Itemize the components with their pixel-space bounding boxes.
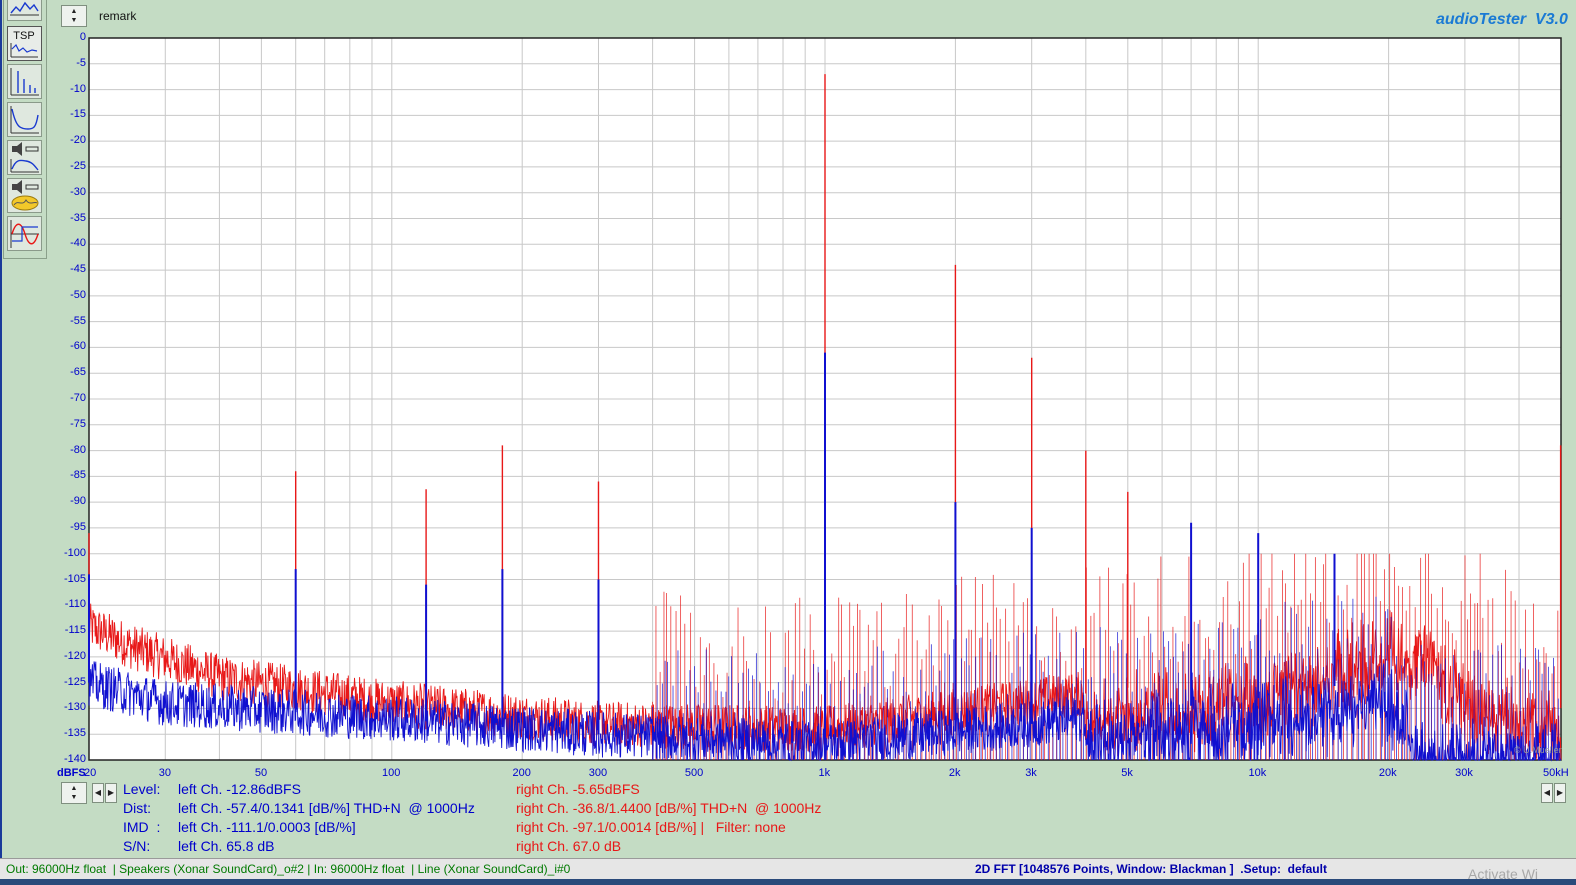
fft-spectrum-chart[interactable] [0,0,1576,790]
y-tick-label: -35 [70,211,86,224]
readings-spinner[interactable]: ▲ ▼ [61,782,87,804]
copyright-label: © U.Mueller [1514,745,1562,755]
imd-left-value: left Ch. -111.1/0.0003 [dB/%] [178,819,356,835]
y-tick-label: -65 [70,366,86,379]
tsp-label: TSP [13,30,34,42]
oscilloscope-mode-button[interactable] [7,216,42,251]
x-tick-label: 50kH [1543,767,1569,779]
sn-label: S/N: [123,838,151,854]
y-tick-label: -75 [70,417,86,430]
x-tick-label: 100 [382,767,401,779]
speaker-impedance-icon [11,180,39,211]
y-tick-label: -55 [70,314,86,327]
level-label: Level: [123,781,161,797]
taskbar-strip [0,879,1576,885]
y-tick-label: -10 [70,82,86,95]
y-tick-label: -25 [70,159,86,172]
remark-label: remark [99,9,137,23]
remark-spinner[interactable]: ▲ ▼ [61,5,87,27]
y-tick-label: -5 [76,56,86,69]
y-tick-label: -80 [70,443,86,456]
y-tick-label: -125 [63,675,86,688]
io-device-status: Out: 96000Hz float | Speakers (Xonar Sou… [6,862,571,876]
y-tick-label: -105 [63,572,86,585]
frequency-response-mode-button[interactable] [7,102,42,137]
y-tick-label: -90 [70,495,86,508]
y-tick-label: 0 [79,31,86,43]
x-tick-label: 3k [1025,767,1037,779]
speaker-response-icon [10,142,39,173]
spectrum-icon [10,1,39,16]
y-axis-unit-label: dBFS [57,767,86,779]
y-tick-label: -100 [63,546,86,559]
window-left-border [0,0,2,885]
x-tick-label: 30k [1455,767,1473,779]
imd-label: IMD : [123,819,161,835]
x-tick-label: 300 [588,767,608,779]
y-tick-label: -50 [70,288,86,301]
scroll-right-button[interactable]: ▶ [105,783,117,803]
dist-label: Dist: [123,800,151,816]
frequency-response-icon [10,106,39,134]
status-bar: Out: 96000Hz float | Speakers (Xonar Sou… [0,858,1576,879]
y-tick-label: -95 [70,520,86,533]
y-tick-label: -110 [64,598,86,611]
x-tick-label: 10k [1248,767,1267,779]
sn-left-value: left Ch. 65.8 dB [178,838,275,854]
y-tick-label: -20 [70,134,86,147]
activation-watermark: Activate Wi [1468,866,1539,882]
speaker-response-mode-button[interactable] [7,140,42,175]
y-tick-label: -120 [63,649,86,662]
y-tick-label: -30 [70,185,86,198]
x-tick-label: 500 [684,767,704,779]
x-tick-label: 20k [1378,767,1397,779]
plot-frame [88,37,1562,761]
spinner-down-arrow-icon: ▼ [70,17,78,24]
sn-right-value: right Ch. 67.0 dB [516,838,622,854]
x-tick-label: 1k [818,767,831,779]
level-left-value: left Ch. -12.86dBFS [178,781,301,797]
speaker-impedance-mode-button[interactable] [7,178,42,213]
y-tick-label: -140 [63,753,86,765]
y-tick-label: -115 [64,624,86,637]
dist-left-value: left Ch. -57.4/0.1341 [dB/%] THD+N @ 100… [178,800,475,816]
scroll-left-button-right[interactable]: ◀ [1541,783,1553,803]
y-tick-label: -135 [63,727,86,740]
x-tick-label: 200 [512,767,531,779]
spinner-down-arrow-icon: ▼ [70,794,78,801]
dist-right-value: right Ch. -36.8/1.4400 [dB/%] THD+N @ 10… [516,800,822,816]
x-tick-label: 30 [158,767,172,779]
y-tick-label: -45 [70,263,86,276]
fft-icon [10,68,39,96]
analysis-setup-status: 2D FFT [1048576 Points, Window: Blackman… [975,862,1327,876]
y-tick-label: -85 [70,469,86,482]
x-tick-label: 20 [84,767,97,779]
y-tick-label: -40 [70,237,86,250]
level-right-value: right Ch. -5.65dBFS [516,781,640,797]
fft-mode-button[interactable] [7,64,42,99]
y-tick-label: -60 [70,340,86,353]
x-tick-label: 50 [254,767,268,779]
spinner-up-arrow-icon: ▲ [70,8,78,15]
x-tick-label: 5k [1121,767,1133,779]
spinner-up-arrow-icon: ▲ [70,785,78,792]
app-title: audioTester V3.0 [1436,11,1568,28]
scroll-left-button[interactable]: ◀ [92,783,104,803]
scroll-right-button-right[interactable]: ▶ [1554,783,1566,803]
tsp-mode-button[interactable]: TSP [7,26,42,61]
tsp-icon: TSP [10,30,38,58]
y-tick-label: -70 [70,392,86,404]
mode-toolbar: TSP [3,0,47,259]
x-tick-label: 2k [948,767,961,779]
imd-right-value: right Ch. -97.1/0.0014 [dB/%] | Filter: … [516,819,786,835]
spectrum-mode-button[interactable] [7,0,42,21]
oscilloscope-icon [10,220,39,248]
y-tick-label: -15 [70,108,86,121]
y-tick-label: -130 [63,701,86,714]
